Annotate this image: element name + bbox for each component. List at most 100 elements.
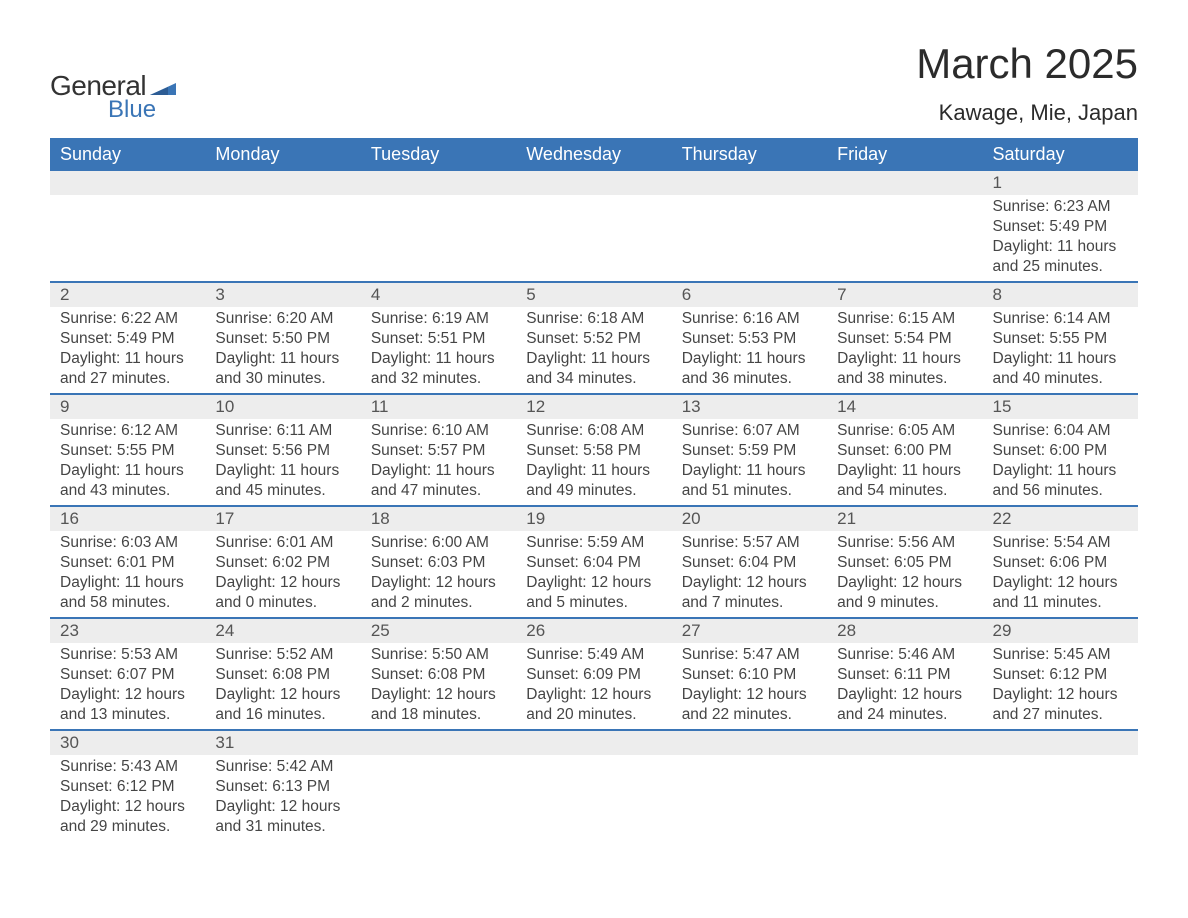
daylight-line: Daylight: 12 hours and 7 minutes. bbox=[682, 573, 817, 613]
daylight-line: Daylight: 12 hours and 0 minutes. bbox=[215, 573, 350, 613]
day-details-cell bbox=[516, 195, 671, 282]
day-details-row: Sunrise: 6:03 AMSunset: 6:01 PMDaylight:… bbox=[50, 531, 1138, 618]
sunset-line: Sunset: 6:07 PM bbox=[60, 665, 195, 685]
day-details-cell: Sunrise: 5:56 AMSunset: 6:05 PMDaylight:… bbox=[827, 531, 982, 618]
sunrise-line: Sunrise: 5:54 AM bbox=[993, 533, 1128, 553]
weekday-header-row: SundayMondayTuesdayWednesdayThursdayFrid… bbox=[50, 138, 1138, 171]
daylight-line: Daylight: 11 hours and 54 minutes. bbox=[837, 461, 972, 501]
day-details-cell: Sunrise: 6:04 AMSunset: 6:00 PMDaylight:… bbox=[983, 419, 1138, 506]
day-number-cell: 21 bbox=[827, 506, 982, 531]
day-details-cell: Sunrise: 5:46 AMSunset: 6:11 PMDaylight:… bbox=[827, 643, 982, 730]
day-details-cell: Sunrise: 6:14 AMSunset: 5:55 PMDaylight:… bbox=[983, 307, 1138, 394]
day-details-cell: Sunrise: 6:15 AMSunset: 5:54 PMDaylight:… bbox=[827, 307, 982, 394]
location-subtitle: Kawage, Mie, Japan bbox=[916, 100, 1138, 126]
sunrise-line: Sunrise: 6:15 AM bbox=[837, 309, 972, 329]
daylight-line: Daylight: 11 hours and 56 minutes. bbox=[993, 461, 1128, 501]
brand-word-2: Blue bbox=[108, 96, 156, 124]
day-details-cell: Sunrise: 6:10 AMSunset: 5:57 PMDaylight:… bbox=[361, 419, 516, 506]
day-details-cell: Sunrise: 6:11 AMSunset: 5:56 PMDaylight:… bbox=[205, 419, 360, 506]
day-details-row: Sunrise: 6:23 AMSunset: 5:49 PMDaylight:… bbox=[50, 195, 1138, 282]
day-number-cell: 24 bbox=[205, 618, 360, 643]
day-details-cell bbox=[827, 755, 982, 841]
day-number-cell: 5 bbox=[516, 282, 671, 307]
day-number-cell: 26 bbox=[516, 618, 671, 643]
sunset-line: Sunset: 6:00 PM bbox=[837, 441, 972, 461]
sunset-line: Sunset: 5:49 PM bbox=[60, 329, 195, 349]
day-details-cell: Sunrise: 6:20 AMSunset: 5:50 PMDaylight:… bbox=[205, 307, 360, 394]
sunset-line: Sunset: 6:05 PM bbox=[837, 553, 972, 573]
day-number-row: 1 bbox=[50, 171, 1138, 195]
day-details-cell: Sunrise: 6:16 AMSunset: 5:53 PMDaylight:… bbox=[672, 307, 827, 394]
brand-flag-icon bbox=[150, 77, 176, 95]
day-number-cell bbox=[50, 171, 205, 195]
daylight-line: Daylight: 12 hours and 2 minutes. bbox=[371, 573, 506, 613]
page-header: General Blue March 2025 Kawage, Mie, Jap… bbox=[50, 40, 1138, 126]
weekday-header: Tuesday bbox=[361, 138, 516, 171]
day-details-cell bbox=[983, 755, 1138, 841]
day-details-cell: Sunrise: 5:53 AMSunset: 6:07 PMDaylight:… bbox=[50, 643, 205, 730]
daylight-line: Daylight: 11 hours and 45 minutes. bbox=[215, 461, 350, 501]
sunset-line: Sunset: 5:50 PM bbox=[215, 329, 350, 349]
title-block: March 2025 Kawage, Mie, Japan bbox=[916, 40, 1138, 126]
day-number-cell: 25 bbox=[361, 618, 516, 643]
sunrise-line: Sunrise: 6:12 AM bbox=[60, 421, 195, 441]
daylight-line: Daylight: 12 hours and 16 minutes. bbox=[215, 685, 350, 725]
sunset-line: Sunset: 6:09 PM bbox=[526, 665, 661, 685]
day-number-cell: 2 bbox=[50, 282, 205, 307]
sunrise-line: Sunrise: 6:19 AM bbox=[371, 309, 506, 329]
day-number-row: 2345678 bbox=[50, 282, 1138, 307]
day-details-cell: Sunrise: 6:03 AMSunset: 6:01 PMDaylight:… bbox=[50, 531, 205, 618]
sunrise-line: Sunrise: 6:14 AM bbox=[993, 309, 1128, 329]
sunrise-line: Sunrise: 5:52 AM bbox=[215, 645, 350, 665]
day-details-cell: Sunrise: 5:54 AMSunset: 6:06 PMDaylight:… bbox=[983, 531, 1138, 618]
day-number-cell: 9 bbox=[50, 394, 205, 419]
sunrise-line: Sunrise: 6:04 AM bbox=[993, 421, 1128, 441]
weekday-header: Wednesday bbox=[516, 138, 671, 171]
day-details-cell: Sunrise: 6:08 AMSunset: 5:58 PMDaylight:… bbox=[516, 419, 671, 506]
daylight-line: Daylight: 11 hours and 30 minutes. bbox=[215, 349, 350, 389]
sunset-line: Sunset: 6:01 PM bbox=[60, 553, 195, 573]
sunset-line: Sunset: 6:11 PM bbox=[837, 665, 972, 685]
daylight-line: Daylight: 12 hours and 13 minutes. bbox=[60, 685, 195, 725]
sunrise-line: Sunrise: 5:56 AM bbox=[837, 533, 972, 553]
day-number-cell bbox=[516, 730, 671, 755]
sunrise-line: Sunrise: 6:18 AM bbox=[526, 309, 661, 329]
sunset-line: Sunset: 6:10 PM bbox=[682, 665, 817, 685]
sunrise-line: Sunrise: 5:59 AM bbox=[526, 533, 661, 553]
daylight-line: Daylight: 12 hours and 22 minutes. bbox=[682, 685, 817, 725]
day-number-cell bbox=[827, 171, 982, 195]
sunset-line: Sunset: 6:00 PM bbox=[993, 441, 1128, 461]
daylight-line: Daylight: 11 hours and 58 minutes. bbox=[60, 573, 195, 613]
day-number-cell: 4 bbox=[361, 282, 516, 307]
day-details-cell: Sunrise: 6:05 AMSunset: 6:00 PMDaylight:… bbox=[827, 419, 982, 506]
sunrise-line: Sunrise: 6:22 AM bbox=[60, 309, 195, 329]
day-number-cell bbox=[361, 730, 516, 755]
sunset-line: Sunset: 6:08 PM bbox=[215, 665, 350, 685]
day-details-cell: Sunrise: 6:07 AMSunset: 5:59 PMDaylight:… bbox=[672, 419, 827, 506]
day-number-cell: 30 bbox=[50, 730, 205, 755]
daylight-line: Daylight: 11 hours and 51 minutes. bbox=[682, 461, 817, 501]
daylight-line: Daylight: 12 hours and 9 minutes. bbox=[837, 573, 972, 613]
day-number-cell: 12 bbox=[516, 394, 671, 419]
weekday-header: Thursday bbox=[672, 138, 827, 171]
day-number-cell: 22 bbox=[983, 506, 1138, 531]
day-details-cell bbox=[361, 195, 516, 282]
day-number-cell: 7 bbox=[827, 282, 982, 307]
day-number-row: 3031 bbox=[50, 730, 1138, 755]
day-number-cell bbox=[361, 171, 516, 195]
daylight-line: Daylight: 12 hours and 5 minutes. bbox=[526, 573, 661, 613]
sunset-line: Sunset: 5:54 PM bbox=[837, 329, 972, 349]
weekday-header: Friday bbox=[827, 138, 982, 171]
day-number-cell: 29 bbox=[983, 618, 1138, 643]
daylight-line: Daylight: 11 hours and 40 minutes. bbox=[993, 349, 1128, 389]
day-details-cell: Sunrise: 6:22 AMSunset: 5:49 PMDaylight:… bbox=[50, 307, 205, 394]
day-number-cell: 20 bbox=[672, 506, 827, 531]
sunset-line: Sunset: 6:04 PM bbox=[682, 553, 817, 573]
daylight-line: Daylight: 12 hours and 29 minutes. bbox=[60, 797, 195, 837]
sunrise-line: Sunrise: 5:46 AM bbox=[837, 645, 972, 665]
day-number-cell: 18 bbox=[361, 506, 516, 531]
month-year-title: March 2025 bbox=[916, 40, 1138, 88]
day-details-cell bbox=[516, 755, 671, 841]
day-number-cell: 15 bbox=[983, 394, 1138, 419]
day-details-cell: Sunrise: 6:00 AMSunset: 6:03 PMDaylight:… bbox=[361, 531, 516, 618]
